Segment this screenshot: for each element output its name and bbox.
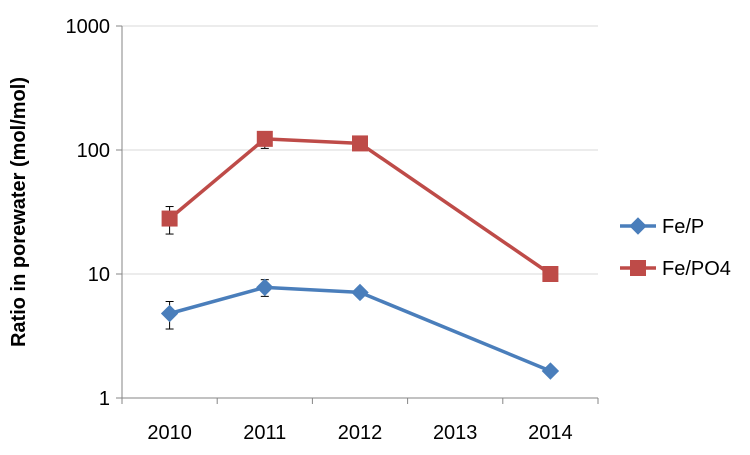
legend-marker-fe-po4 xyxy=(630,260,646,276)
series-fe-po4 xyxy=(161,130,559,282)
legend-item-fe-po4: Fe/PO4 xyxy=(620,258,731,280)
series-group xyxy=(160,130,560,380)
y-tick-label-1000: 1000 xyxy=(66,16,111,38)
x-tick-label-2010: 2010 xyxy=(147,422,192,444)
legend: Fe/P Fe/PO4 xyxy=(620,216,731,280)
y-tick-label-100: 100 xyxy=(77,140,110,162)
series-line-fe-p xyxy=(169,285,552,373)
x-tick-label-2012: 2012 xyxy=(338,422,383,444)
legend-item-fe-p: Fe/P xyxy=(620,216,704,238)
data-point-fe-p-2010 xyxy=(160,304,179,323)
series-line-fe-po4 xyxy=(168,137,552,276)
axes: 1 10 100 1000 2010 2011 2012 2013 2014 xyxy=(66,16,599,444)
x-tick-label-2011: 2011 xyxy=(243,422,286,444)
y-axis-title: Ratio in porewater (mol/mol) xyxy=(8,77,30,347)
y-tick-label-10: 10 xyxy=(88,264,110,286)
data-point-fe-p-2011 xyxy=(256,278,274,297)
data-point-fe-po4-2010 xyxy=(161,210,178,227)
data-point-fe-p-2012 xyxy=(351,283,369,302)
legend-label-fe-po4: Fe/PO4 xyxy=(662,258,731,280)
legend-marker-fe-p xyxy=(629,217,647,235)
series-fe-p xyxy=(160,278,560,380)
x-tick-label-2014: 2014 xyxy=(528,422,573,444)
data-point-fe-po4-2014 xyxy=(542,266,559,282)
x-tick-label-2013: 2013 xyxy=(433,422,478,444)
y-tick-label-1: 1 xyxy=(99,388,110,410)
legend-label-fe-p: Fe/P xyxy=(662,216,704,238)
data-point-fe-p-2014 xyxy=(541,362,560,380)
data-point-fe-po4-2012 xyxy=(352,135,368,152)
data-point-fe-po4-2011 xyxy=(256,130,273,147)
